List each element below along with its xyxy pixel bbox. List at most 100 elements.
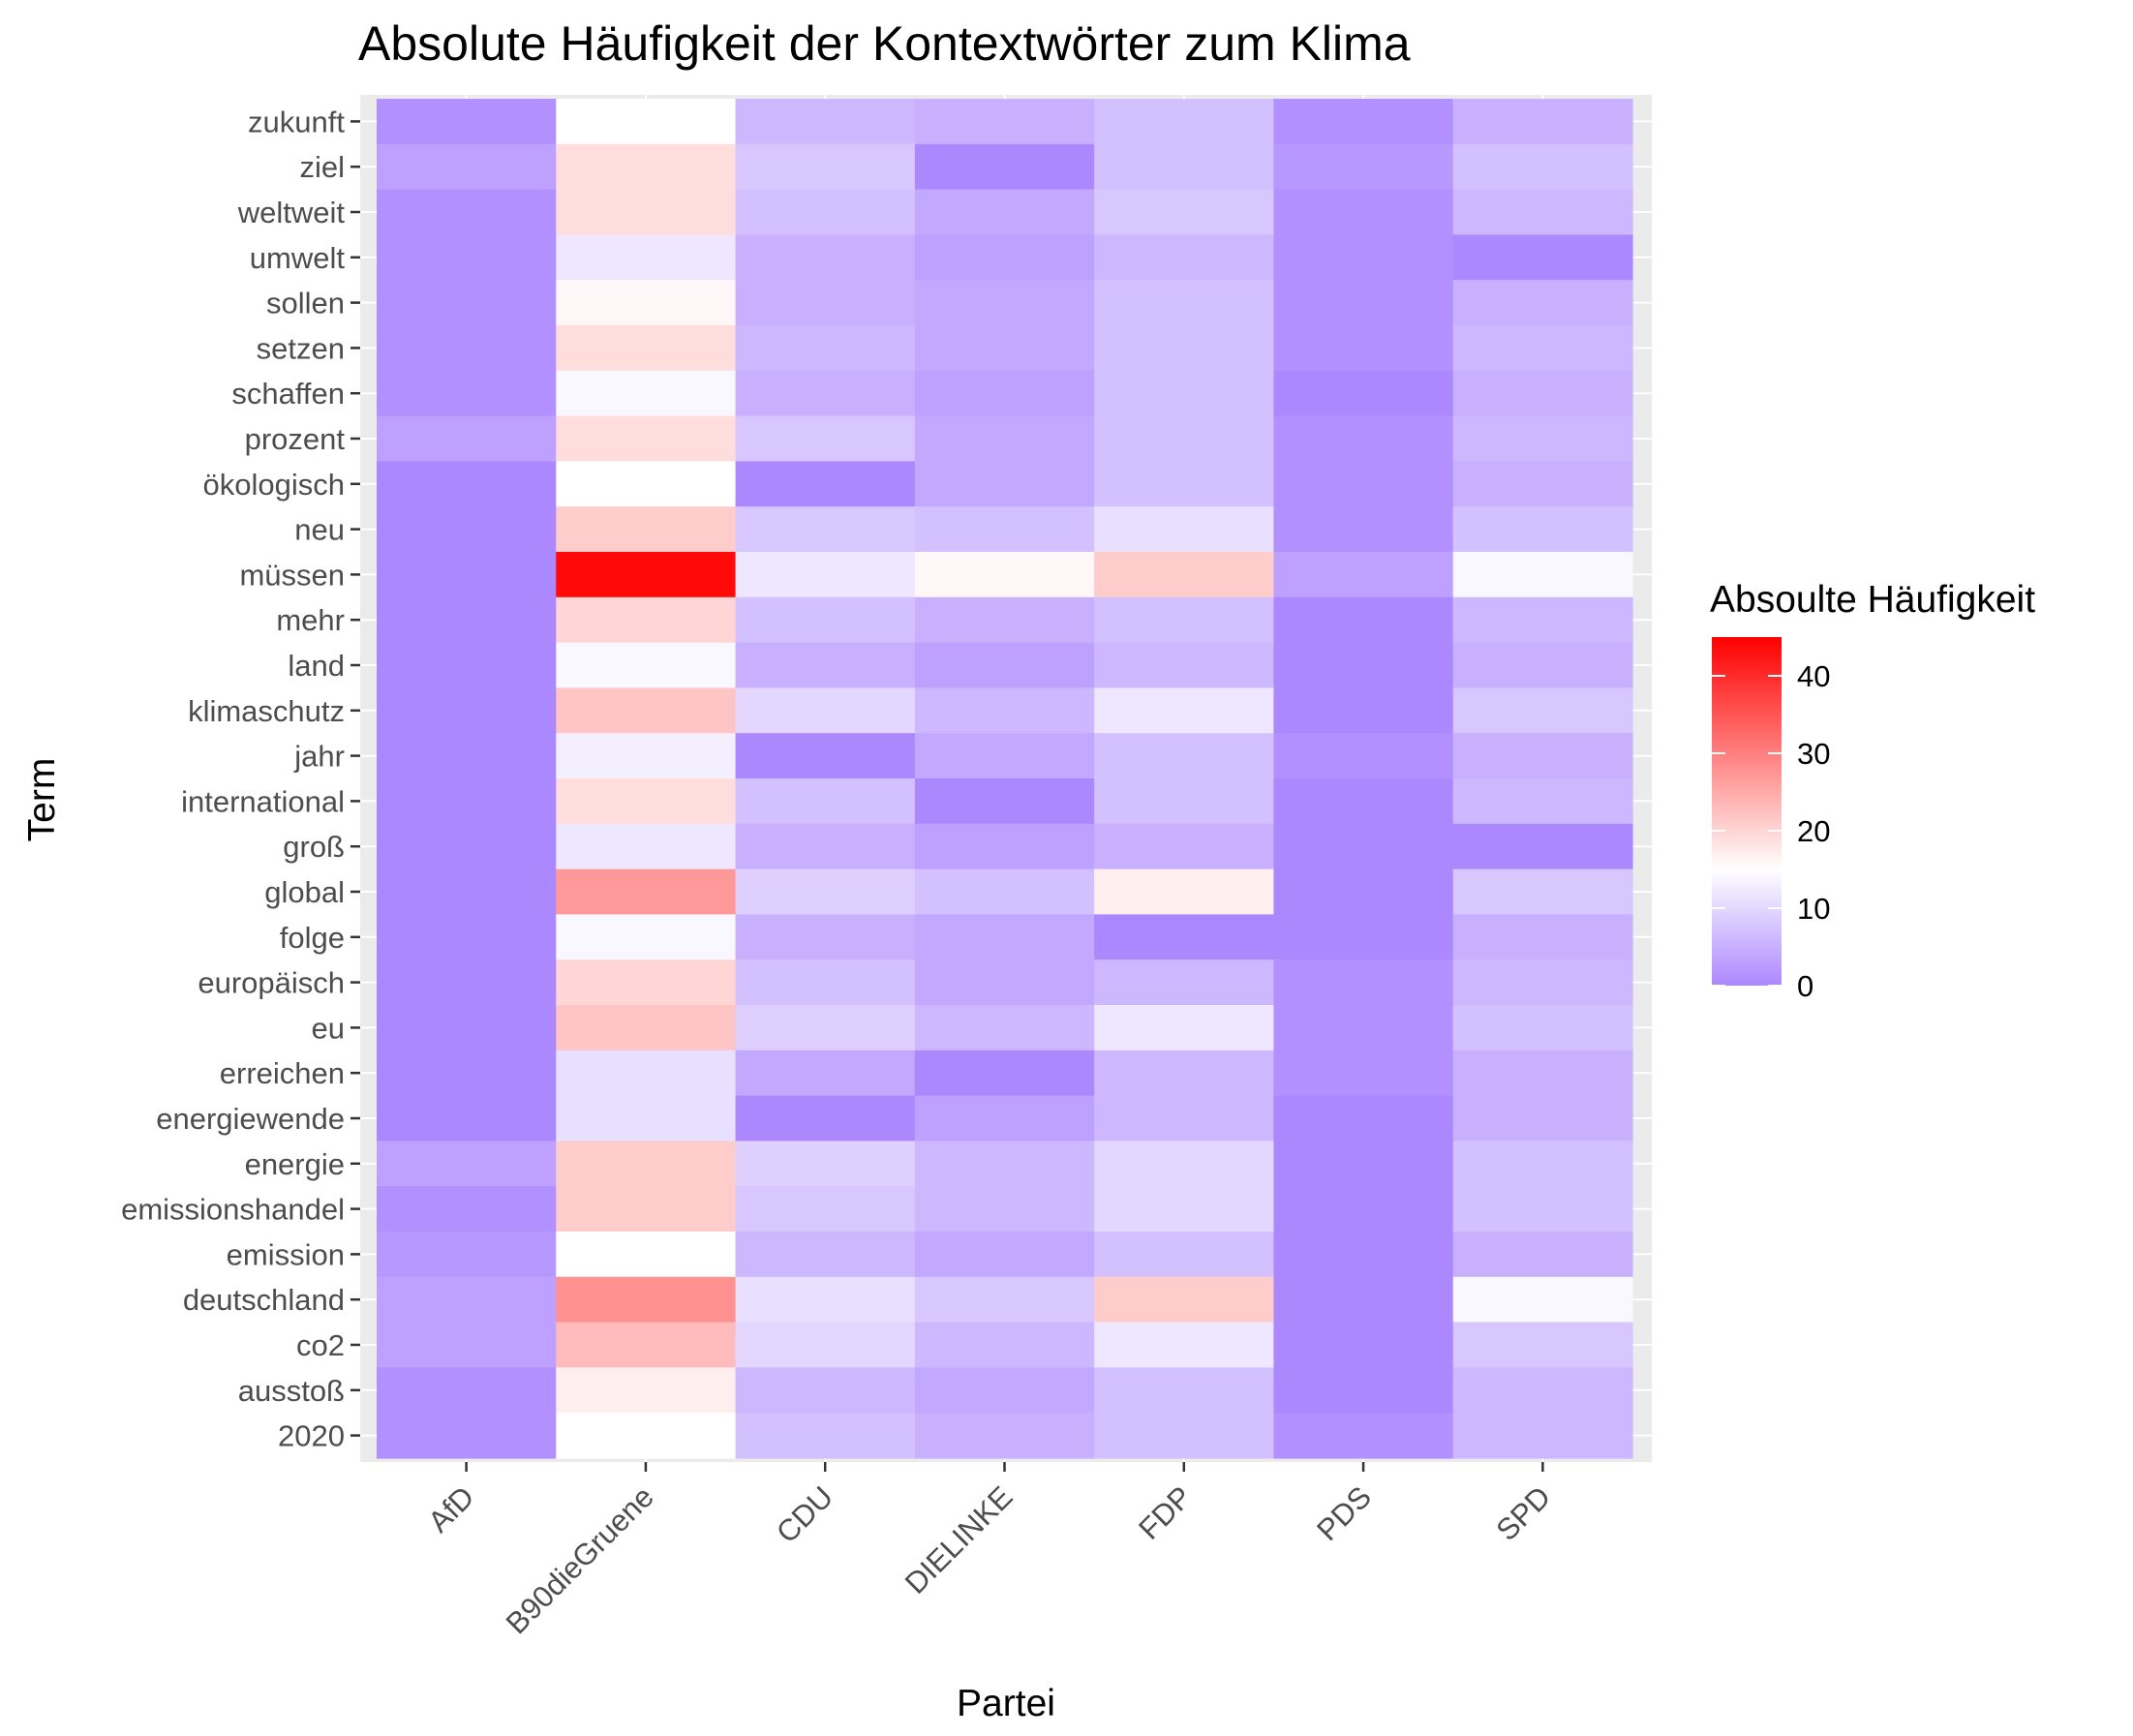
heatmap-cell [1452,280,1633,326]
heatmap-cell [556,1141,737,1187]
y-tick-label: müssen [239,558,345,592]
heatmap-cell [1452,823,1633,870]
heatmap-cell [1452,596,1633,644]
heatmap-cell [914,642,1095,688]
heatmap-cell [914,914,1095,960]
heatmap-cell [1273,959,1454,1006]
y-tick-label: folge [280,921,345,955]
y-tick-label: schaffen [231,377,345,411]
heatmap-cell [377,234,557,281]
heatmap-cell [1273,1367,1454,1414]
heatmap-cell [556,687,737,734]
heatmap-cell [914,959,1095,1006]
heatmap-cell [1452,370,1633,417]
heatmap-cell [1452,1005,1633,1051]
heatmap-cell [556,143,737,191]
heatmap-cell [1273,1276,1454,1324]
heatmap-cell [556,1367,737,1414]
heatmap-cell [377,914,557,960]
y-tick-label: energie [245,1147,345,1181]
heatmap-cell [377,1141,557,1187]
heatmap-cell [377,642,557,688]
heatmap-cell [377,1232,557,1278]
heatmap-cell [1452,1232,1633,1278]
heatmap-cell [377,370,557,417]
heatmap-cell [1273,461,1454,507]
y-tick-label: energiewende [156,1102,345,1136]
heatmap-cell [914,868,1095,915]
heatmap-cell [914,461,1095,507]
heatmap-cell [914,1367,1095,1414]
heatmap-cell [556,959,737,1006]
heatmap-cell [735,778,916,825]
heatmap-cell [1094,189,1275,235]
heatmap-cell [1273,778,1454,825]
heatmap-cell [377,959,557,1006]
heatmap-cell [735,461,916,507]
heatmap-cell [1094,234,1275,281]
y-tick-label: mehr [276,603,345,637]
legend-tick-label: 10 [1797,892,1830,926]
heatmap-cell [556,415,737,462]
heatmap-cell [735,1050,916,1097]
heatmap-cell [556,280,737,326]
y-tick-label: weltweit [237,196,346,229]
heatmap-cell [735,506,916,553]
heatmap-cell [377,868,557,915]
heatmap-cell [1452,959,1633,1006]
heatmap-cell [1452,143,1633,191]
heatmap-cell [1094,687,1275,734]
heatmap-cell [556,1186,737,1233]
heatmap-cell [1094,506,1275,553]
heatmap-cell [1094,552,1275,598]
heatmap-cell [1094,370,1275,417]
chart-title: Absolute Häufigkeit der Kontextwörter zu… [358,16,1411,71]
heatmap-cell [735,143,916,191]
heatmap-cell [914,1413,1095,1459]
heatmap-cell [1273,415,1454,462]
heatmap-cell [1094,1050,1275,1097]
heatmap-cell [556,778,737,825]
y-tick-label: europäisch [198,966,345,1000]
heatmap-cell [1094,1141,1275,1187]
heatmap-cell [735,1186,916,1233]
y-tick-label: setzen [257,331,345,365]
heatmap-cell [377,1005,557,1051]
heatmap-cell [1452,325,1633,372]
heatmap-cell [914,325,1095,372]
heatmap-cell [1273,1005,1454,1051]
x-tick-label: AfD [421,1479,480,1538]
x-axis: AfD B90dieGruene CDU DIELINKE FDP PDS SPD [421,1462,1557,1640]
heatmap-cell [1452,506,1633,553]
heatmap-cell [1452,99,1633,145]
color-legend: Absoulte Häufigkeit 0 10 20 30 40 [1710,579,2035,1003]
heatmap-cell [556,823,737,870]
heatmap-cell [1452,552,1633,598]
heatmap-cell [377,1276,557,1324]
y-tick-label: groß [283,830,345,864]
heatmap-cell [1094,733,1275,779]
heatmap-cell [377,1367,557,1414]
heatmap-cell [377,733,557,779]
heatmap-cell [1094,1005,1275,1051]
heatmap-cell [914,370,1095,417]
x-axis-title: Partei [957,1683,1055,1724]
heatmap-cell [1273,868,1454,915]
y-tick-label: co2 [296,1328,345,1362]
heatmap-cell [914,234,1095,281]
heatmap-cell [914,823,1095,870]
heatmap-cell [556,868,737,915]
heatmap-cell [914,506,1095,553]
y-tick-label: eu [312,1011,345,1045]
heatmap-cell [1094,596,1275,644]
heatmap-cell [556,325,737,372]
heatmap-cell [377,325,557,372]
heatmap-cell [1273,1413,1454,1459]
x-tick-label: SPD [1489,1479,1557,1547]
heatmap-cell [1273,1186,1454,1233]
heatmap-cell [914,189,1095,235]
heatmap-cell [1452,733,1633,779]
heatmap-cell [1452,642,1633,688]
heatmap-cell [914,143,1095,191]
